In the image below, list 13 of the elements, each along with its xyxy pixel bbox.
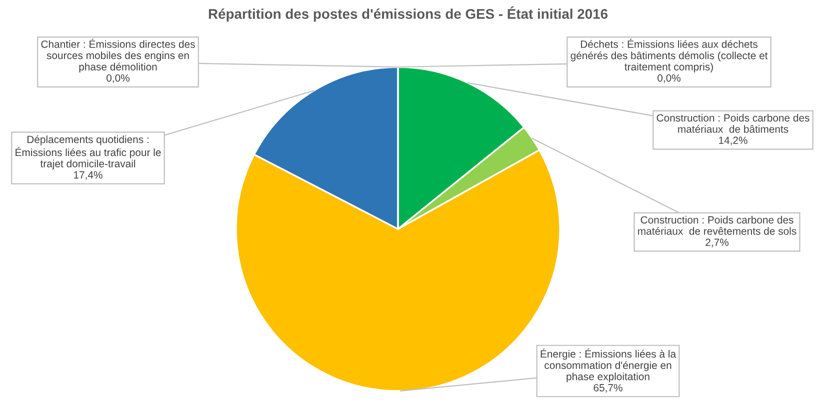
data-label: 2,7% (706, 238, 728, 248)
slice-label: Construction : Poids carbone des matériaux de bâtiments (656, 114, 810, 133)
slice-label: Construction : Poids carbone des matériaux de revêtements de sols (638, 216, 796, 235)
data-label: 14,2% (719, 136, 748, 146)
data-label: 65,7% (594, 384, 622, 393)
category-label: Chantier : Émissions directes des sources mobiles des engins en phase démolition (41, 38, 195, 73)
category-label: Déchets : Émissions liées aux déchets générés des bâtiments démolis (collecte et traitement compris) (570, 38, 768, 73)
text: 0,0% (658, 74, 680, 83)
text: 0,0% (106, 74, 130, 83)
data-label: 17,4% (74, 171, 102, 180)
slice-label: Énergie : Émissions liées à la consommation d'énergie en phase exploitation (540, 348, 676, 382)
slice-label: Déplacements quotidiens : Émissions liées au trafic pour le trajet domicile-travail (16, 135, 161, 170)
chart-title: Répartition des postes d'émissions de GES - État initial 2016 (208, 6, 608, 22)
